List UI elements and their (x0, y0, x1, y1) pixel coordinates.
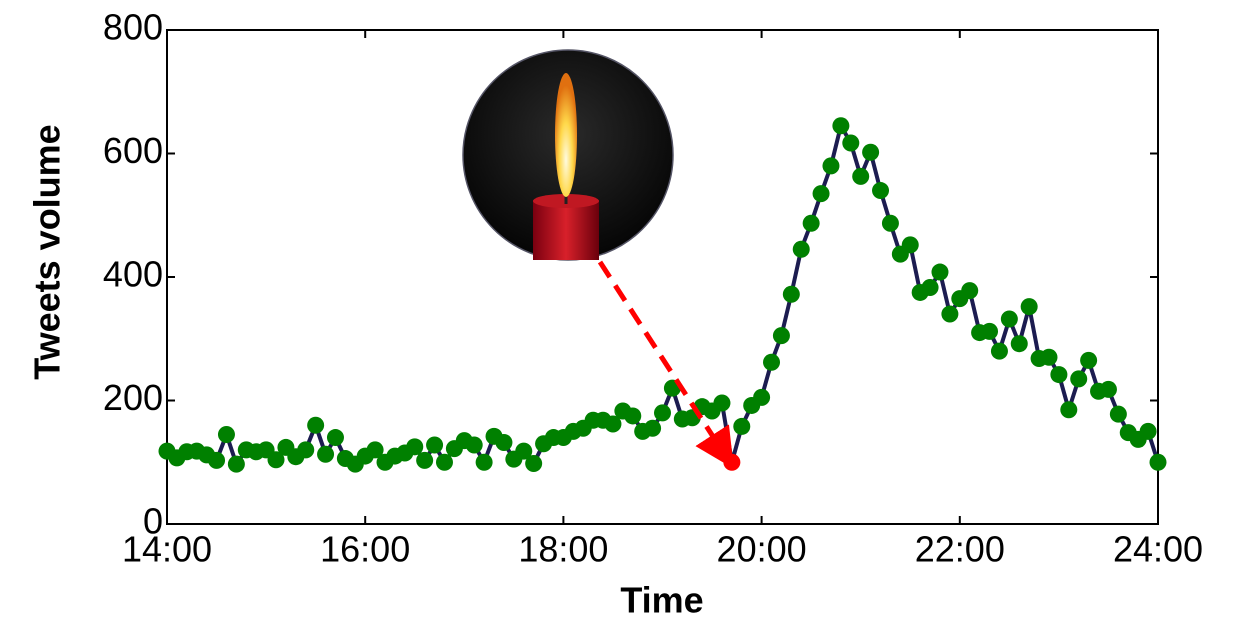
data-point (931, 263, 949, 281)
data-point (1010, 335, 1028, 353)
data-point (733, 417, 751, 435)
highlight-point (723, 453, 741, 471)
data-point (941, 305, 959, 323)
x-tick-label: 20:00 (717, 529, 807, 570)
data-point (792, 240, 810, 258)
y-tick-label: 800 (103, 7, 163, 48)
data-point (772, 327, 790, 345)
data-point (842, 134, 860, 152)
data-point (872, 182, 890, 200)
data-point (406, 438, 424, 456)
data-point (832, 117, 850, 135)
y-tick-label: 600 (103, 130, 163, 171)
data-point (515, 442, 533, 460)
y-tick-label: 400 (103, 254, 163, 295)
data-point (1000, 310, 1018, 328)
data-point (881, 214, 899, 232)
data-point (822, 157, 840, 175)
data-point (1040, 348, 1058, 366)
data-point (981, 322, 999, 340)
data-point (812, 185, 830, 203)
data-point (782, 285, 800, 303)
data-point (852, 167, 870, 185)
x-tick-label: 16:00 (320, 529, 410, 570)
data-point (416, 451, 434, 469)
data-point (901, 236, 919, 254)
data-point (208, 451, 226, 469)
data-point (317, 445, 335, 463)
data-point (604, 415, 622, 433)
data-point (1139, 422, 1157, 440)
data-point (217, 425, 235, 443)
plot-frame (166, 29, 1159, 525)
data-point (297, 441, 315, 459)
data-point (227, 455, 245, 473)
plot-area (158, 117, 1167, 473)
data-point (1020, 298, 1038, 316)
data-point (307, 416, 325, 434)
data-point (1060, 401, 1078, 419)
y-tick-label: 200 (103, 377, 163, 418)
data-point (267, 451, 285, 469)
data-point (862, 143, 880, 161)
x-tick-label: 14:00 (122, 529, 212, 570)
data-point (1050, 366, 1068, 384)
data-point (435, 453, 453, 471)
data-point (495, 433, 513, 451)
x-tick-label: 18:00 (518, 529, 608, 570)
data-point (990, 342, 1008, 360)
x-axis-title: Time (620, 580, 703, 621)
y-axis-title: Tweets volume (27, 124, 68, 379)
data-point (326, 429, 344, 447)
data-point (921, 278, 939, 296)
data-point (654, 404, 671, 422)
data-point (475, 453, 493, 471)
data-point (1109, 405, 1127, 423)
data-point (624, 407, 642, 425)
data-point (802, 214, 820, 232)
x-tick-label: 22:00 (915, 529, 1005, 570)
data-point (713, 394, 731, 412)
data-point (961, 282, 979, 300)
data-point (426, 436, 444, 454)
data-point (1080, 351, 1098, 369)
data-point (1099, 380, 1117, 398)
data-point (1070, 370, 1088, 388)
data-point (465, 436, 483, 454)
data-point (763, 353, 781, 371)
data-point (366, 441, 384, 459)
data-point (525, 454, 543, 472)
pointer-arrow (597, 260, 734, 469)
data-point (644, 419, 662, 437)
data-point (753, 388, 771, 406)
y-tick-label: 0 (143, 501, 163, 542)
data-point (1149, 453, 1167, 471)
candle-image (462, 49, 674, 261)
x-tick-label: 24:00 (1113, 529, 1203, 570)
